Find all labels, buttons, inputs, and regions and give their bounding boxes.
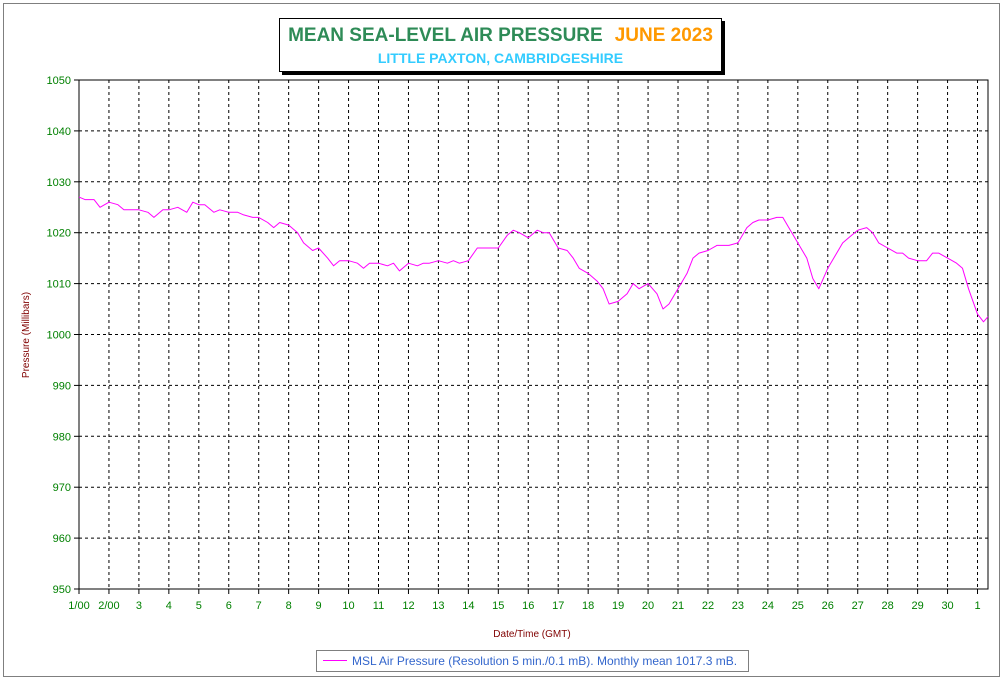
x-tick-label: 15 [492,600,504,612]
series-line [78,196,989,323]
x-tick-label: 1/00 [68,600,89,612]
x-tick-label: 23 [732,600,744,612]
y-axis-ticks: 950 960 970 980 990 1000 1010 1020 1030 1040 1050 [47,75,79,596]
y-axis-title: Pressure (Millibars) [21,292,32,378]
x-tick-label: 27 [852,600,864,612]
x-tick-label: 11 [373,600,384,612]
y-tick-label: 1040 [47,126,71,138]
x-tick-label: 3 [136,600,142,612]
legend-swatch [323,660,347,661]
x-tick-label: 5 [196,600,202,612]
y-tick-label: 1050 [47,75,71,87]
x-tick-label: 17 [552,600,564,612]
y-tick-label: 970 [53,482,71,494]
x-tick-label: 19 [612,600,624,612]
x-tick-label: 12 [402,600,414,612]
y-tick-label: 1020 [47,228,71,240]
y-tick-label: 1010 [47,279,71,291]
x-tick-label: 16 [522,600,534,612]
x-tick-label: 29 [911,600,923,612]
chart-title-box: MEAN SEA-LEVEL AIR PRESSURE JUNE 2023 LIT… [279,18,722,72]
legend-label: MSL Air Pressure (Resolution 5 min./0.1 … [352,654,738,668]
x-tick-label: 30 [941,600,953,612]
x-tick-label: 8 [286,600,292,612]
x-axis-ticks: 1/00 2/00 3 4 5 6 7 8 9 10 11 12 13 14 15 16 17 18 19 20 21 2… [68,589,981,612]
x-tick-label: 6 [226,600,232,612]
y-tick-label: 990 [53,380,71,392]
x-tick-label: 14 [462,600,474,612]
y-tick-label: 980 [53,431,71,443]
x-tick-label: 20 [642,600,654,612]
y-tick-label: 1030 [47,177,71,189]
plot-area [78,79,989,590]
x-tick-label: 28 [882,600,894,612]
y-tick-label: 1000 [47,330,71,342]
x-tick-label: 22 [702,600,714,612]
gridlines [79,80,988,589]
x-tick-label: 21 [672,600,684,612]
x-tick-label: 18 [582,600,594,612]
y-tick-label: 950 [53,584,71,596]
chart-subtitle: LITTLE PAXTON, CAMBRIDGESHIRE [377,50,624,66]
x-tick-label: 4 [166,600,172,612]
legend: MSL Air Pressure (Resolution 5 min./0.1 … [316,650,749,672]
x-tick-label: 1 [974,600,980,612]
chart-title: MEAN SEA-LEVEL AIR PRESSURE [288,25,603,46]
y-tick-label: 960 [53,533,71,545]
x-tick-label: 10 [342,600,354,612]
x-axis-title: Date/Time (GMT) [493,629,570,640]
x-tick-label: 26 [822,600,834,612]
x-tick-label: 24 [762,600,774,612]
chart-title-month: JUNE 2023 [614,25,713,46]
x-tick-label: 13 [432,600,444,612]
x-tick-label: 7 [256,600,262,612]
x-tick-label: 25 [792,600,804,612]
series-layer [78,196,989,323]
x-tick-label: 9 [316,600,322,612]
x-tick-label: 2/00 [98,600,119,612]
